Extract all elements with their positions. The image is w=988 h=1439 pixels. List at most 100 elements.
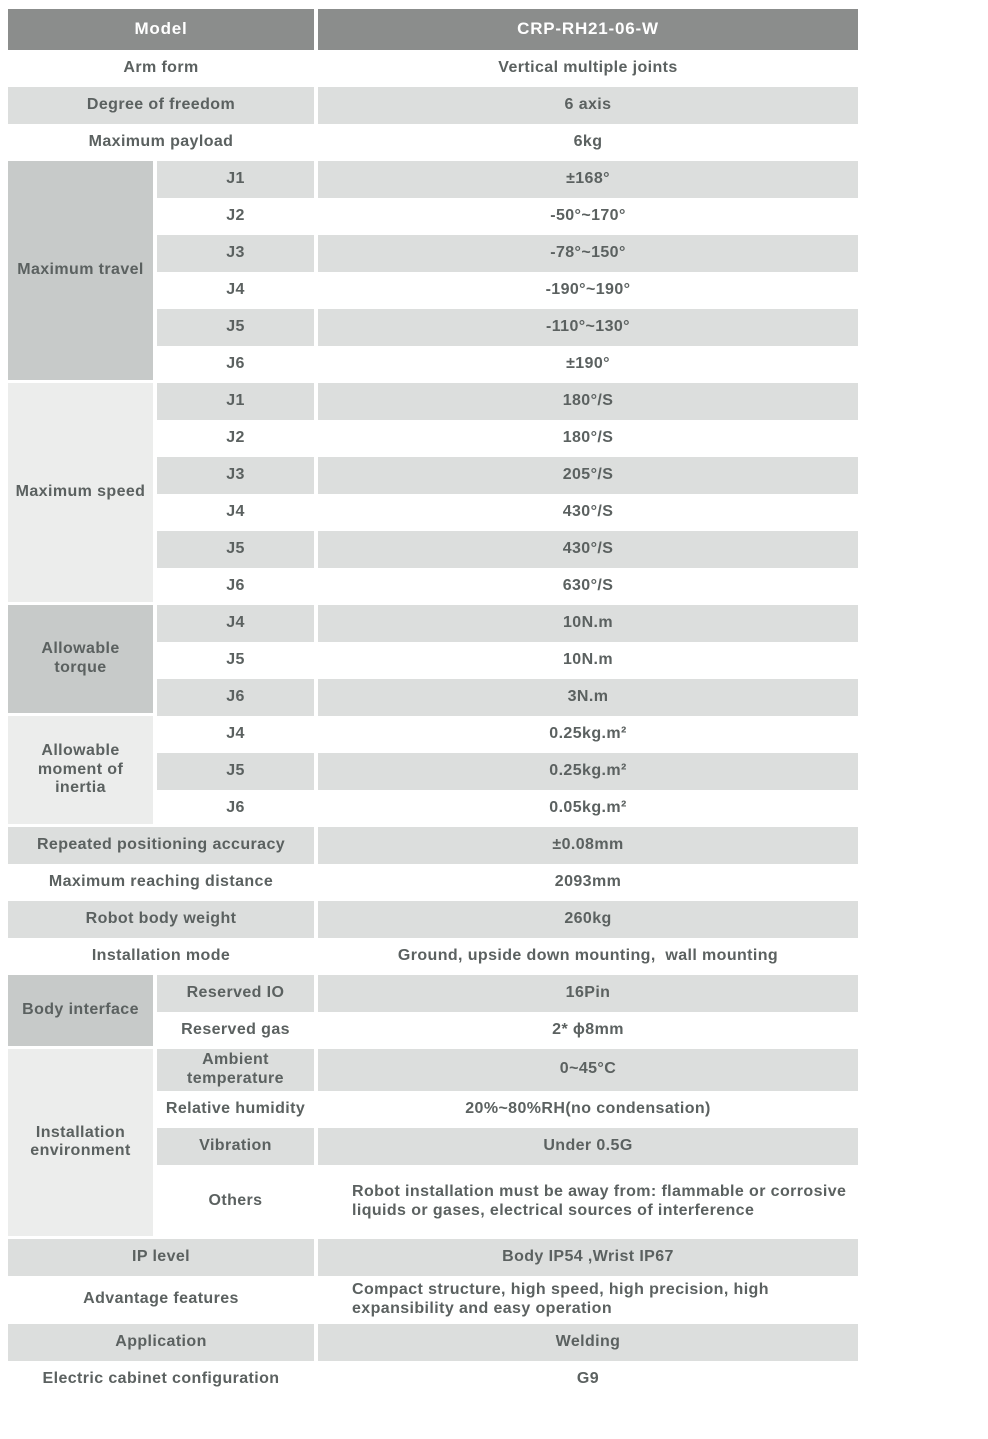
group-sub-label: J2 [226,207,245,225]
group-value: 0.25kg.m² [318,753,858,790]
group-label: Maximum travel [8,161,153,383]
group-sub-label: J6 [157,679,314,716]
group-value: 205°/S [318,457,858,494]
group-value: 180°/S [562,429,614,447]
spec-group: Installation environment Ambient temperat… [8,1049,858,1239]
spec-value: 6 axis [318,87,858,124]
group-row: J1 180°/S [157,383,858,420]
group-sub-label: J4 [226,281,245,299]
spec-value: G9 [576,1369,600,1387]
group-value: 180°/S [318,383,858,420]
spec-row: Electric cabinet configuration G9 [8,1361,858,1398]
model-value-cell: CRP-RH21-06-W [318,9,858,50]
group-rows: J4 10N.m J5 10N.m J6 3N.m [157,605,858,716]
spec-row: Repeated positioning accuracy ±0.08mm [8,827,858,864]
table-header-row: Model CRP-RH21-06-W [8,9,858,50]
group-value: 20%~80%RH(no condensation) [465,1099,711,1117]
group-value: 630°/S [562,577,614,595]
group-row: J5 430°/S [157,531,858,568]
group-row: J5 -110°~130° [157,309,858,346]
spec-label: Installation mode [91,947,231,965]
group-rows: J1 ±168° J2 -50°~170° J3 -78°~150° J4 -190°~190… [157,161,858,383]
group-sub-label: J3 [157,457,314,494]
group-sub-label: J4 [226,503,245,521]
group-rows: Reserved IO 16Pin Reserved gas 2* ϕ8mm [157,975,858,1049]
spec-value: ±0.08mm [318,827,858,864]
group-row: Reserved gas 2* ϕ8mm [157,1012,858,1049]
group-sub-label: Reserved IO [157,975,314,1012]
group-value: 430°/S [562,503,614,521]
spec-value: 260kg [318,901,858,938]
group-label: Allowable moment of inertia [8,716,153,827]
group-row: J2 -50°~170° [157,198,858,235]
spec-row: Arm form Vertical multiple joints [8,50,858,87]
group-row: Others Robot installation must be away fr… [157,1165,858,1239]
group-value: -190°~190° [545,281,631,299]
spec-group: Maximum speed J1 180°/S J2 180°/S J3 205°/S J4 4… [8,383,858,605]
group-row: J4 430°/S [157,494,858,531]
group-row: J6 3N.m [157,679,858,716]
spec-label: Arm form [123,59,199,77]
group-sub-label: Ambient temperature [157,1049,314,1091]
spec-group: Body interface Reserved IO 16Pin Reserved g… [8,975,858,1049]
group-row: Ambient temperature 0~45°C [157,1049,858,1091]
table-body: Arm form Vertical multiple joints Degree o… [8,50,858,1398]
spec-value: 2093mm [554,873,622,891]
group-label: Allowable torque [8,605,153,716]
group-sub-label: J5 [157,531,314,568]
group-value: -50°~170° [550,207,626,225]
group-sub-label: J6 [226,577,245,595]
group-value: 10N.m [318,605,858,642]
spec-value: Compact structure, high speed, high prec… [352,1280,769,1317]
spec-row: Degree of freedom 6 axis [8,87,858,124]
group-sub-label: J6 [226,355,245,373]
group-sub-label: Reserved gas [181,1021,290,1039]
spec-label: Robot body weight [8,901,314,938]
group-value: Robot installation must be away from: fl… [352,1182,847,1219]
group-row: J4 0.25kg.m² [157,716,858,753]
group-row: J6 0.05kg.m² [157,790,858,827]
group-value: 0~45°C [318,1049,858,1091]
spec-value: Welding [318,1323,858,1361]
model-header-cell: Model [8,9,314,50]
group-rows: J4 0.25kg.m² J5 0.25kg.m² J6 0.05kg.m² [157,716,858,827]
group-row: J4 10N.m [157,605,858,642]
spec-row: IP level Body IP54 ,Wrist IP67 [8,1238,858,1276]
group-value: 10N.m [562,651,614,669]
group-sub-label: J6 [226,799,245,817]
spec-value: Ground, upside down mounting, wall mount… [397,947,779,965]
group-row: J5 0.25kg.m² [157,753,858,790]
group-value: Under 0.5G [318,1127,858,1165]
spec-label: Repeated positioning accuracy [8,827,314,864]
spec-value: Body IP54 ,Wrist IP67 [318,1238,858,1276]
group-rows: J1 180°/S J2 180°/S J3 205°/S J4 430°/S J5 430°/S… [157,383,858,605]
group-value: 3N.m [318,679,858,716]
group-value: 16Pin [318,975,858,1012]
group-sub-label: Others [208,1192,263,1210]
spec-group: Maximum travel J1 ±168° J2 -50°~170° J3 -78°~1… [8,161,858,383]
group-sub-label: J1 [157,161,314,198]
spec-value: 6kg [573,133,603,151]
spec-label: Electric cabinet configuration [42,1369,280,1387]
group-row: J5 10N.m [157,642,858,679]
group-value: 0.05kg.m² [549,799,627,817]
spec-label: IP level [8,1238,314,1276]
spec-row: Advantage features Compact structure, hig… [8,1276,858,1324]
spec-row: Installation mode Ground, upside down mou… [8,938,858,975]
group-label: Body interface [8,975,153,1049]
spec-label: Advantage features [83,1290,239,1308]
group-row: Vibration Under 0.5G [157,1127,858,1165]
group-label: Maximum speed [8,383,153,605]
group-row: J3 205°/S [157,457,858,494]
group-sub-label: J5 [157,753,314,790]
spec-row: Application Welding [8,1323,858,1361]
spec-value: Vertical multiple joints [498,59,678,77]
spec-label: Degree of freedom [8,87,314,124]
group-value: 430°/S [318,531,858,568]
group-row: J6 630°/S [157,568,858,605]
spec-group: Allowable torque J4 10N.m J5 10N.m J6 3N.m [8,605,858,716]
group-value: 0.25kg.m² [549,725,627,743]
group-row: Relative humidity 20%~80%RH(no condensati… [157,1091,858,1128]
group-label: Installation environment [8,1049,153,1239]
group-sub-label: J2 [226,429,245,447]
